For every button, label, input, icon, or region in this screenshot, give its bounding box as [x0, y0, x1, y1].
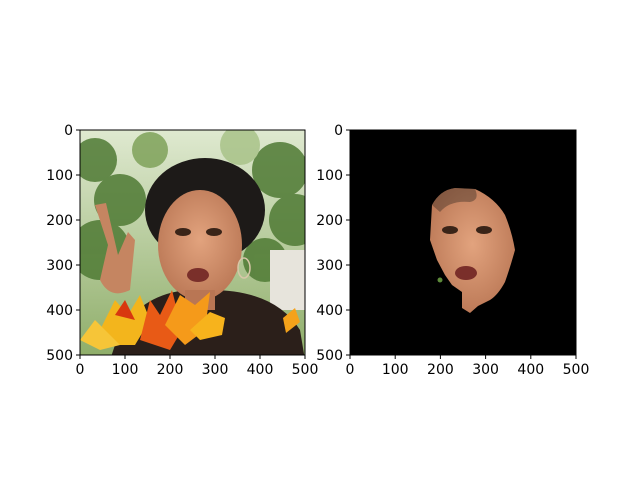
- right-x-tick-label: 0: [346, 362, 355, 378]
- left-y-tick-label: 300: [46, 258, 73, 274]
- mask-green-fringe: [437, 277, 443, 283]
- left-x-ticks: 0 100 200 300 400 500: [76, 355, 319, 378]
- leaf: [140, 290, 182, 350]
- left-subplot: 0 100 200 300 400 500 0 100 200 300 400 500: [46, 123, 319, 378]
- leaf: [190, 312, 225, 340]
- left-y-tick-label: 400: [46, 303, 73, 319]
- mask-right-eye: [476, 226, 492, 234]
- earring: [237, 257, 251, 279]
- right-x-tick-label: 500: [563, 362, 590, 378]
- mouth: [187, 268, 209, 282]
- leaf: [100, 295, 150, 345]
- right-eye: [206, 228, 222, 236]
- left-x-tick-label: 200: [157, 362, 184, 378]
- right-x-tick-label: 100: [382, 362, 409, 378]
- left-image: [80, 130, 305, 355]
- right-y-tick-label: 400: [316, 303, 343, 319]
- left-x-tick-label: 500: [292, 362, 319, 378]
- leaf: [283, 308, 300, 333]
- left-x-tick-label: 300: [202, 362, 229, 378]
- leaves-overlay: [80, 290, 300, 350]
- right-x-ticks: 0 100 200 300 400 500: [346, 355, 590, 378]
- wall: [270, 250, 305, 310]
- right-x-tick-label: 300: [472, 362, 499, 378]
- leaf: [115, 300, 135, 320]
- right-y-ticks: 0 100 200 300 400 500: [316, 123, 350, 364]
- left-y-tick-label: 500: [46, 348, 73, 364]
- left-x-tick-label: 400: [247, 362, 274, 378]
- face: [158, 190, 242, 300]
- mask-hair-edge: [432, 188, 477, 212]
- left-axes-frame: [79, 129, 306, 356]
- right-y-tick-label: 500: [316, 348, 343, 364]
- right-y-tick-label: 300: [316, 258, 343, 274]
- right-x-tick-label: 400: [517, 362, 544, 378]
- left-x-tick-label: 0: [76, 362, 85, 378]
- right-y-tick-label: 100: [316, 168, 343, 184]
- left-y-tick-label: 200: [46, 213, 73, 229]
- right-x-tick-label: 200: [427, 362, 454, 378]
- right-y-tick-label: 0: [334, 123, 343, 139]
- left-y-ticks: 0 100 200 300 400 500: [46, 123, 80, 364]
- right-subplot: 0 100 200 300 400 500 0 100 200 300 400 500: [316, 123, 589, 378]
- left-x-tick-label: 100: [112, 362, 139, 378]
- left-eye: [175, 228, 191, 236]
- hand: [95, 203, 135, 294]
- left-y-tick-label: 0: [64, 123, 73, 139]
- left-y-tick-label: 100: [46, 168, 73, 184]
- right-y-tick-label: 200: [316, 213, 343, 229]
- right-image: [350, 130, 576, 355]
- mask-mouth: [455, 266, 477, 280]
- leaf: [80, 320, 120, 350]
- face-mask: [430, 188, 515, 313]
- mask-left-eye: [442, 226, 458, 234]
- right-axes-frame: [349, 129, 577, 356]
